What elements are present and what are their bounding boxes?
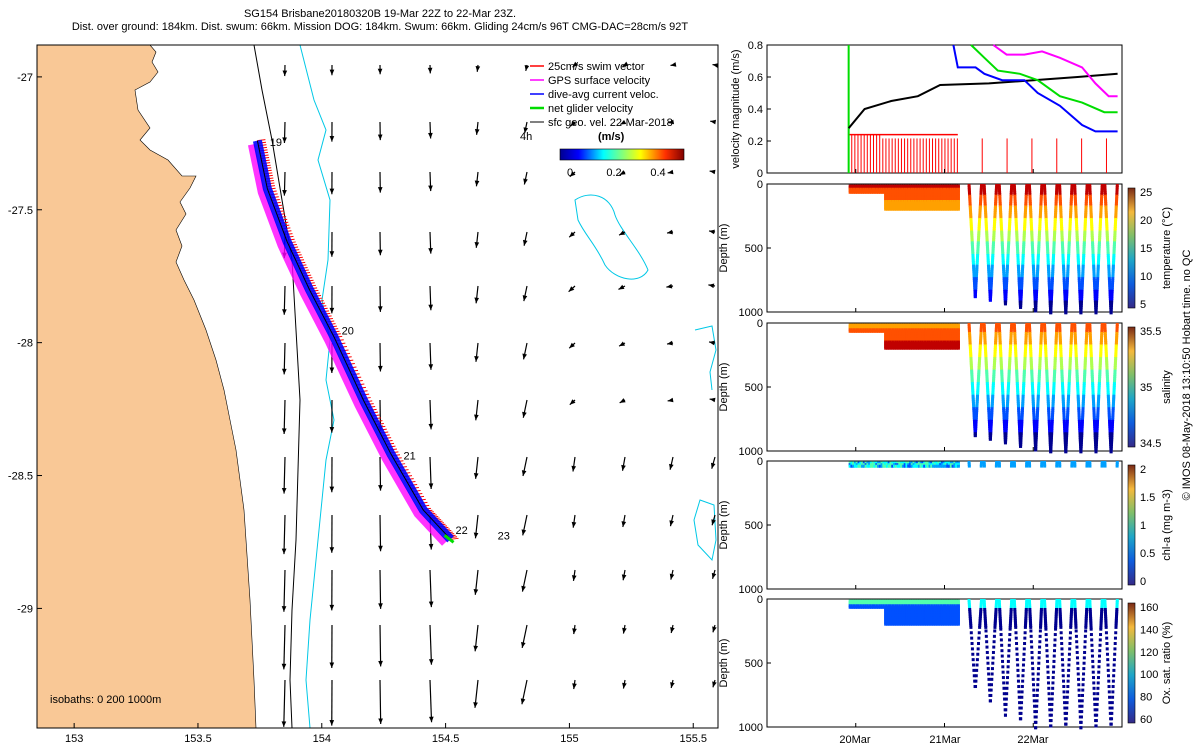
map-xtick-label: 153.5 [184, 733, 212, 745]
depth-tick-label: 500 [745, 382, 763, 394]
colorbar-label: salinity [1161, 370, 1173, 404]
colorbar-tick-label: 15 [1140, 243, 1152, 255]
map-ytick-label: -29 [17, 603, 33, 615]
track-time-label: 22 [456, 525, 468, 537]
velocity-ylabel: velocity magnitude (m/s) [730, 49, 742, 168]
map-ytick-label: -28.5 [8, 471, 33, 483]
depth-tick-label: 1000 [739, 722, 763, 734]
legend-entry-gps: GPS surface velocity [530, 75, 651, 87]
map-xtick-label: 155.5 [679, 733, 707, 745]
colorbar-tick: 0.4 [650, 167, 665, 179]
time-tick: 22Mar [1017, 734, 1049, 746]
track-time-label: 21 [404, 451, 416, 463]
depth-axis-label: Depth (m) [718, 224, 730, 273]
profile-colorbar [1128, 603, 1135, 723]
colorbar-tick-label: 60 [1140, 714, 1152, 726]
map-ytick-label: -28 [17, 338, 33, 350]
colorbar-tick-label: 20 [1140, 215, 1152, 227]
legend-label-dac: dive-avg current veloc. [548, 89, 659, 101]
depth-axis-label: Depth (m) [718, 639, 730, 688]
colorbar-tick-label: 5 [1140, 299, 1146, 311]
geo-velocity-arrow [380, 625, 381, 666]
depth-tick-label: 500 [745, 658, 763, 670]
map-panel: 19 20 21 22 23 153 153.5 154 154.5 155 155.5 -27 -2… [8, 45, 718, 745]
colorbar-tick-label: 140 [1140, 624, 1158, 636]
colorbar-tick-label: 100 [1140, 669, 1158, 681]
velocity-ytick-label: 0.4 [748, 104, 763, 116]
profile-panel: 05001000Depth (m)35.53534.5salinity [718, 318, 1173, 458]
colorbar-tick-label: 25 [1140, 187, 1152, 199]
depth-axis-label: Depth (m) [718, 501, 730, 550]
colorbar-unit: (m/s) [598, 131, 625, 143]
colorbar-tick-label: 160 [1140, 602, 1158, 614]
legend-label-swim: 25cm/s swim vector [548, 61, 645, 73]
colorbar-tick-label: 1 [1140, 520, 1146, 532]
legend-label-net: net glider velocity [548, 103, 633, 115]
legend-4h-label: 4h [520, 131, 532, 143]
time-tick: 20Mar [839, 734, 871, 746]
velocity-ytick-label: 0.2 [748, 136, 763, 148]
colorbar-tick-label: 34.5 [1140, 438, 1161, 450]
legend-label-geo: sfc geo. vel. 22-Mar-2018 [548, 117, 673, 129]
legend-label-gps: GPS surface velocity [548, 75, 651, 87]
colorbar-label: temperature (°C) [1161, 207, 1173, 289]
profile-panel: 0 500 1000 Depth (m) 160 140 120 100 80 60 Ox. sat… [718, 594, 1173, 734]
figure-canvas: 19202122 23 153 153.5 154 154.5 155 155.5-27-2… [0, 0, 1200, 750]
profile-colorbar [1128, 465, 1135, 585]
credit-text: © IMOS 08-May-2018 13:10:50 Hobart time.… [1181, 250, 1193, 501]
map-ytick-label: -27 [17, 72, 33, 84]
colorbar-label: chl-a (mg m-3) [1161, 489, 1173, 561]
colorbar-tick-label: 1.5 [1140, 492, 1155, 504]
track-time-label: 20 [342, 326, 354, 338]
colorbar-tick-label: 0 [1140, 576, 1146, 588]
geo-velocity-arrow [380, 680, 381, 724]
profile-panels: 05001000Depth (m)252015105temperature (°… [718, 179, 1173, 734]
map-xtick-label: 154.5 [432, 733, 460, 745]
depth-tick-label: 0 [757, 456, 763, 468]
profile-colorbar [1128, 188, 1135, 308]
depth-tick-label: 0 [757, 318, 763, 330]
velocity-ytick-label: 0.6 [748, 72, 763, 84]
colorbar-tick-label: 35 [1140, 382, 1152, 394]
depth-tick-label: 0 [757, 594, 763, 606]
profile-panel: 0 500 1000 Depth (m) 2 1.5 1 0.5 0 chl-a (mg m-3) [718, 456, 1173, 596]
colorbar-tick: 0.2 [606, 167, 621, 179]
time-axis: 20Mar 21Mar 22Mar [839, 734, 1049, 746]
colorbar-tick-label: 2 [1140, 464, 1146, 476]
depth-tick-label: 0 [757, 179, 763, 191]
map-xtick-label: 153 [65, 733, 83, 745]
time-tick: 21Mar [929, 734, 961, 746]
depth-tick-label: 500 [745, 243, 763, 255]
track-time-label: 23 [498, 530, 510, 542]
map-xtick-label: 154 [313, 733, 331, 745]
legend-entry-dac: dive-avg current veloc. [530, 89, 659, 101]
depth-tick-label: 500 [745, 520, 763, 532]
depth-axis-label: Depth (m) [718, 363, 730, 412]
profile-panel: 0 500 1000 Depth (m) 25 20 15 10 5 temperature (°… [718, 179, 1173, 319]
colorbar-tick-label: 35.5 [1140, 326, 1161, 338]
map-xtick-label: 155 [560, 733, 578, 745]
colorbar-label: Ox. sat. ratio (%) [1161, 622, 1173, 705]
profile-colorbar [1128, 327, 1135, 447]
map-ytick-label: -27.5 [8, 205, 33, 217]
colorbar-tick-label: 0.5 [1140, 548, 1155, 560]
legend-entry-swim: 25cm/s swim vector [530, 61, 645, 73]
colorbar-tick-label: 10 [1140, 271, 1152, 283]
colorbar-tick-label: 120 [1140, 647, 1158, 659]
geo-velocity-arrow [380, 570, 381, 609]
velocity-ytick-label: 0.8 [748, 40, 763, 52]
legend-entry-geo: sfc geo. vel. 22-Mar-2018 [530, 117, 673, 129]
velocity-panel: 0 0.2 0.4 0.6 0.8 velocity magnitude (m/s) [730, 40, 1122, 180]
isobaths-label: isobaths: 0 200 1000m [50, 694, 161, 706]
track-time-label: 19 [270, 137, 282, 149]
colorbar-tick: 0 [567, 167, 573, 179]
colorbar-tick-label: 80 [1140, 692, 1152, 704]
